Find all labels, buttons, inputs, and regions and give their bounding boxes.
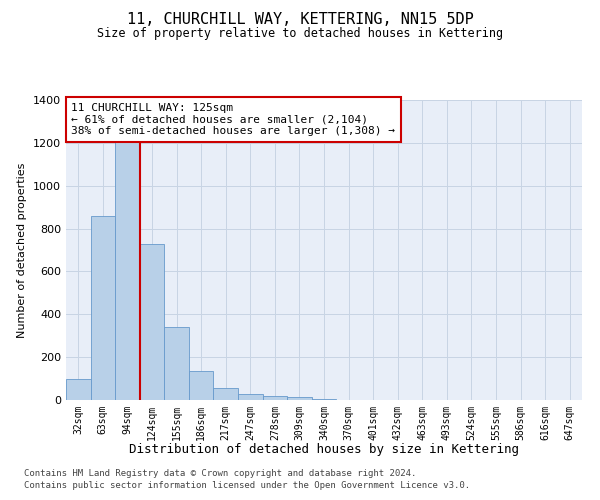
Text: Size of property relative to detached houses in Kettering: Size of property relative to detached ho… [97,28,503,40]
Bar [115,134,140,400]
Bar [140,244,164,400]
Text: Contains public sector information licensed under the Open Government Licence v3: Contains public sector information licen… [24,481,470,490]
Bar [214,388,238,400]
Bar [66,378,91,400]
Text: 11, CHURCHILL WAY, KETTERING, NN15 5DP: 11, CHURCHILL WAY, KETTERING, NN15 5DP [127,12,473,28]
Bar [164,327,189,400]
Bar [189,371,214,400]
Text: Distribution of detached houses by size in Kettering: Distribution of detached houses by size … [129,442,519,456]
Bar [238,394,263,400]
Text: 11 CHURCHILL WAY: 125sqm
← 61% of detached houses are smaller (2,104)
38% of sem: 11 CHURCHILL WAY: 125sqm ← 61% of detach… [71,103,395,136]
Text: Contains HM Land Registry data © Crown copyright and database right 2024.: Contains HM Land Registry data © Crown c… [24,468,416,477]
Bar [263,396,287,400]
Bar [312,399,336,400]
Bar [287,397,312,400]
Bar [91,216,115,400]
Y-axis label: Number of detached properties: Number of detached properties [17,162,28,338]
